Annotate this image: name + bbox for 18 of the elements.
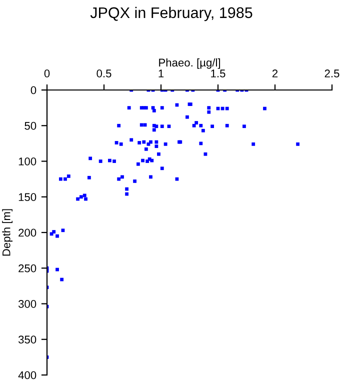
y-tick-label: 350 [18,336,36,344]
x-tick-label: 2 [272,70,278,78]
x-axis-title: Phaeo. [µg/l] [159,58,220,69]
x-tick-label: 2.5 [324,70,340,78]
x-tick-label: 0 [44,70,50,78]
y-tick-label: 200 [18,228,36,237]
y-tick-label: 150 [18,193,36,202]
chart-title: JPQX in February, 1985 [90,6,252,22]
x-tick-label: 1 [158,70,164,78]
y-tick-label: 0 [30,86,36,94]
y-tick-label: 400 [18,371,36,380]
y-axis-title: Depth [m] [2,209,12,256]
x-tick-label: 1.5 [211,70,226,78]
y-tick-label: 300 [18,300,36,308]
y-tick-label: 50 [24,122,36,130]
x-tick-label: 0.5 [96,70,112,78]
y-tick-label: 250 [18,264,36,272]
y-tick-label: 100 [18,158,36,166]
